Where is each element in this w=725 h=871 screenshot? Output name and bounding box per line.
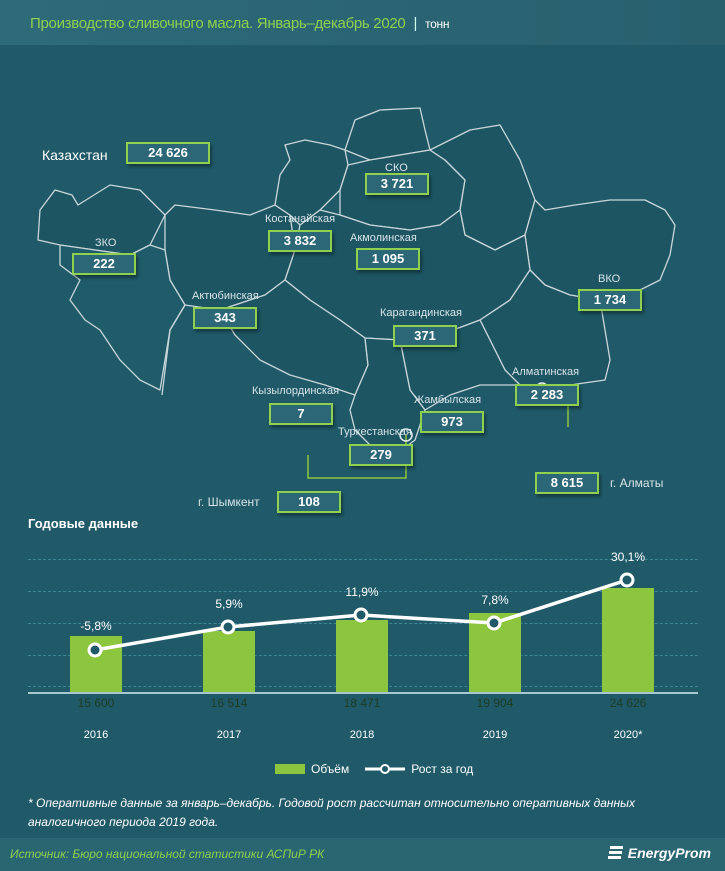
chart-legend: Объём Рост за год: [275, 762, 473, 776]
region-value-kyzylorda: 7: [269, 403, 333, 425]
title-text: Производство сливочного масла. Январь–де…: [30, 15, 406, 32]
country-value: 24 626: [126, 142, 210, 164]
growth-label: 30,1%: [610, 550, 646, 564]
legend-bar-label: Объём: [311, 762, 350, 776]
header: Производство сливочного масла. Январь–де…: [0, 0, 725, 45]
region-value-karaganda: 371: [393, 325, 457, 347]
x-tick: 2020*: [613, 729, 643, 741]
bar-value: 19 904: [476, 696, 514, 710]
bar-2019: [469, 613, 521, 692]
page-title: Производство сливочного масла. Январь–де…: [30, 15, 449, 32]
logo-icon: [607, 846, 623, 859]
region-label-almaty-region: Алматинская: [512, 366, 580, 378]
region-label-zhambyl: Жамбылская: [414, 394, 482, 406]
legend-line-label: Рост за год: [411, 762, 474, 776]
chart-title: Годовые данные: [28, 516, 139, 531]
bar-value: 16 514: [210, 696, 248, 710]
kazakhstan-map: Казахстан 24 626 СКО 3 721 Костанайская …: [0, 45, 725, 513]
bar-2016: [70, 636, 122, 692]
region-label-almaty-city: г. Алматы: [610, 476, 664, 490]
x-axis: [28, 692, 698, 694]
x-tick: 2016: [83, 729, 109, 741]
title-separator: |: [413, 15, 418, 32]
region-label-akmola: Акмолинская: [350, 232, 417, 244]
region-label-kostanay: Костанайская: [265, 213, 336, 225]
logo-text: EnergyProm: [627, 845, 711, 861]
x-tick: 2017: [216, 729, 242, 741]
region-label-turkestan: Туркестанская: [338, 426, 412, 438]
region-value-shymkent: 108: [277, 491, 341, 513]
line-legend-icon: [365, 764, 406, 774]
growth-label: 11,9%: [345, 585, 379, 599]
region-value-almaty-city: 8 615: [535, 472, 599, 494]
region-value-turkestan: 279: [349, 444, 413, 466]
unit-label: тонн: [425, 17, 450, 31]
region-label-sko: СКО: [385, 162, 408, 174]
region-value-zko: 222: [72, 253, 136, 275]
bar-2020: [602, 588, 654, 692]
bar-value: 24 626: [609, 696, 647, 710]
region-value-vko: 1 734: [578, 289, 642, 311]
map-outline-icon: [37, 107, 676, 479]
region-label-zko: ЗКО: [95, 237, 117, 249]
region-value-sko: 3 721: [365, 173, 429, 195]
bar-legend-swatch: [275, 764, 305, 774]
region-label-shymkent: г. Шымкент: [198, 495, 260, 509]
energyprom-logo: EnergyProm: [607, 845, 711, 861]
growth-label: 5,9%: [215, 597, 243, 611]
region-label-kyzylorda: Кызылординская: [252, 385, 340, 397]
bar-2017: [203, 631, 255, 692]
footnote: * Оперативные данные за январь–декабрь. …: [28, 796, 635, 829]
region-value-akmola: 1 095: [356, 248, 420, 270]
x-tick: 2018: [349, 729, 375, 741]
gridline: [28, 559, 698, 560]
region-label-vko: ВКО: [598, 273, 621, 285]
footer: Источник: Бюро национальной статистики А…: [0, 838, 725, 871]
bar-value: 15 600: [77, 696, 115, 710]
bar-value: 18 471: [343, 696, 381, 710]
region-value-kostanay: 3 832: [268, 230, 332, 252]
source-text: Источник: Бюро национальной статистики А…: [10, 847, 325, 861]
region-label-aktobe: Актюбинская: [192, 290, 259, 302]
growth-label: 7,8%: [481, 593, 509, 607]
country-label: Казахстан: [42, 147, 108, 163]
growth-label: -5,8%: [80, 619, 112, 633]
region-value-aktobe: 343: [193, 307, 257, 329]
region-value-zhambyl: 973: [420, 411, 484, 433]
region-label-karaganda: Карагандинская: [380, 307, 462, 319]
x-tick: 2019: [482, 729, 508, 741]
region-value-almaty-region: 2 283: [515, 384, 579, 406]
bar-2018: [336, 620, 388, 692]
